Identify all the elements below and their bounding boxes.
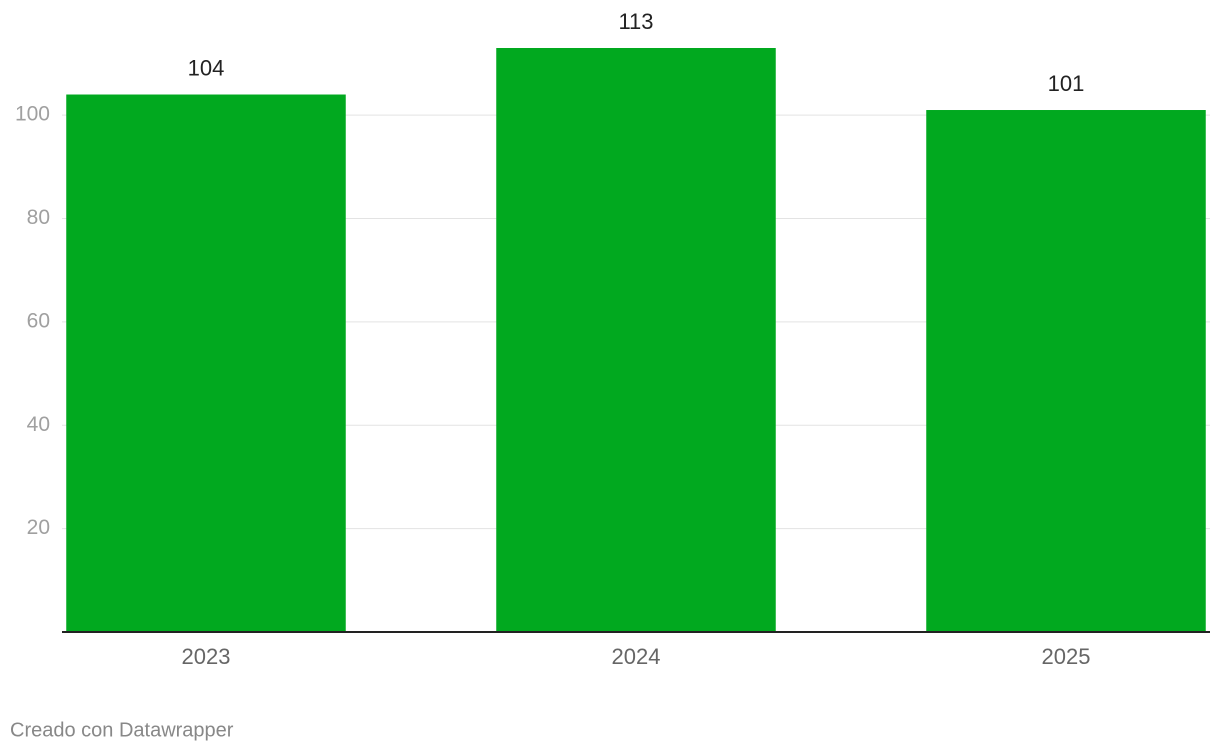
y-tick-label: 80 <box>27 206 50 229</box>
y-tick-label: 60 <box>27 309 50 332</box>
value-label: 113 <box>618 9 653 34</box>
bar <box>496 48 776 632</box>
y-tick-label: 100 <box>15 103 50 126</box>
value-label: 104 <box>188 55 225 80</box>
y-tick-label: 20 <box>27 516 50 539</box>
value-label: 101 <box>1048 71 1085 96</box>
x-tick-label: 2024 <box>612 644 661 669</box>
x-tick-label: 2023 <box>182 644 231 669</box>
y-tick-label: 40 <box>27 413 50 436</box>
x-tick-label: 2025 <box>1042 644 1091 669</box>
bar <box>926 110 1206 632</box>
bar <box>66 94 346 632</box>
credit: Creado con Datawrapper <box>10 719 234 741</box>
